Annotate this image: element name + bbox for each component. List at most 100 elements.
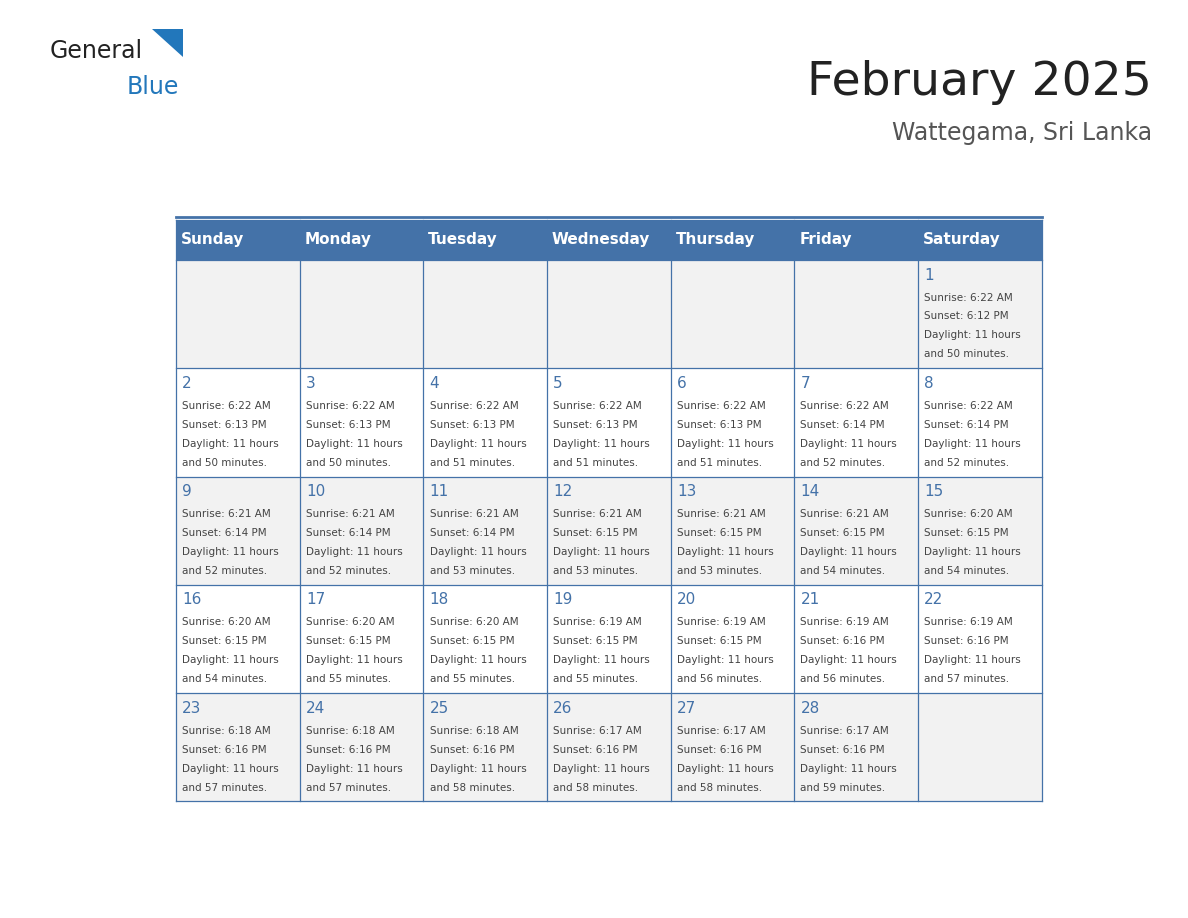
Text: and 59 minutes.: and 59 minutes. [801, 782, 885, 792]
Text: 4: 4 [430, 375, 440, 391]
Text: 6: 6 [677, 375, 687, 391]
Text: Sunrise: 6:21 AM: Sunrise: 6:21 AM [801, 509, 890, 519]
Text: Sunset: 6:13 PM: Sunset: 6:13 PM [430, 420, 514, 430]
Text: and 54 minutes.: and 54 minutes. [801, 565, 885, 576]
Text: and 50 minutes.: and 50 minutes. [182, 458, 267, 467]
Text: Daylight: 11 hours: Daylight: 11 hours [430, 655, 526, 666]
Text: Sunrise: 6:21 AM: Sunrise: 6:21 AM [307, 509, 394, 519]
Text: Daylight: 11 hours: Daylight: 11 hours [307, 655, 403, 666]
Text: Thursday: Thursday [676, 232, 756, 247]
Text: Daylight: 11 hours: Daylight: 11 hours [677, 439, 773, 449]
Text: Sunset: 6:15 PM: Sunset: 6:15 PM [182, 636, 267, 646]
Text: Sunrise: 6:20 AM: Sunrise: 6:20 AM [924, 509, 1012, 519]
Text: Sunset: 6:16 PM: Sunset: 6:16 PM [801, 636, 885, 646]
Text: Sunrise: 6:22 AM: Sunrise: 6:22 AM [801, 401, 890, 410]
Text: and 57 minutes.: and 57 minutes. [182, 782, 267, 792]
Text: Daylight: 11 hours: Daylight: 11 hours [307, 764, 403, 774]
Text: 8: 8 [924, 375, 934, 391]
Text: Daylight: 11 hours: Daylight: 11 hours [554, 764, 650, 774]
Text: Blue: Blue [127, 75, 179, 99]
Text: Sunset: 6:15 PM: Sunset: 6:15 PM [924, 528, 1009, 538]
Text: Tuesday: Tuesday [429, 232, 498, 247]
Text: Sunset: 6:13 PM: Sunset: 6:13 PM [677, 420, 762, 430]
Text: 20: 20 [677, 592, 696, 608]
Text: Sunset: 6:15 PM: Sunset: 6:15 PM [554, 636, 638, 646]
Text: and 54 minutes.: and 54 minutes. [182, 674, 267, 684]
Text: Sunset: 6:14 PM: Sunset: 6:14 PM [924, 420, 1009, 430]
Text: Sunset: 6:16 PM: Sunset: 6:16 PM [307, 744, 391, 755]
Text: Daylight: 11 hours: Daylight: 11 hours [924, 655, 1020, 666]
Text: and 52 minutes.: and 52 minutes. [307, 565, 391, 576]
Text: Daylight: 11 hours: Daylight: 11 hours [801, 655, 897, 666]
Text: 16: 16 [182, 592, 202, 608]
Text: Sunrise: 6:22 AM: Sunrise: 6:22 AM [430, 401, 518, 410]
Text: 12: 12 [554, 484, 573, 499]
Text: Daylight: 11 hours: Daylight: 11 hours [182, 547, 279, 557]
Text: Sunrise: 6:21 AM: Sunrise: 6:21 AM [677, 509, 765, 519]
Text: 18: 18 [430, 592, 449, 608]
Text: Sunset: 6:15 PM: Sunset: 6:15 PM [677, 528, 762, 538]
Text: Sunset: 6:14 PM: Sunset: 6:14 PM [182, 528, 267, 538]
Text: 11: 11 [430, 484, 449, 499]
Text: 14: 14 [801, 484, 820, 499]
Text: Daylight: 11 hours: Daylight: 11 hours [677, 655, 773, 666]
Text: Monday: Monday [304, 232, 372, 247]
Text: Daylight: 11 hours: Daylight: 11 hours [924, 439, 1020, 449]
Text: Daylight: 11 hours: Daylight: 11 hours [430, 764, 526, 774]
Text: Sunset: 6:13 PM: Sunset: 6:13 PM [182, 420, 267, 430]
Text: Sunset: 6:13 PM: Sunset: 6:13 PM [554, 420, 638, 430]
Text: and 55 minutes.: and 55 minutes. [430, 674, 514, 684]
Text: and 55 minutes.: and 55 minutes. [307, 674, 391, 684]
Text: 9: 9 [182, 484, 192, 499]
Text: and 50 minutes.: and 50 minutes. [307, 458, 391, 467]
Text: and 53 minutes.: and 53 minutes. [554, 565, 638, 576]
Text: Daylight: 11 hours: Daylight: 11 hours [307, 547, 403, 557]
Text: 7: 7 [801, 375, 810, 391]
Text: Sunset: 6:16 PM: Sunset: 6:16 PM [182, 744, 267, 755]
Text: 5: 5 [554, 375, 563, 391]
Text: Daylight: 11 hours: Daylight: 11 hours [430, 547, 526, 557]
Text: Wednesday: Wednesday [552, 232, 650, 247]
Text: 23: 23 [182, 700, 202, 716]
Text: and 58 minutes.: and 58 minutes. [677, 782, 762, 792]
Text: and 51 minutes.: and 51 minutes. [677, 458, 762, 467]
Text: Saturday: Saturday [923, 232, 1000, 247]
Text: Sunrise: 6:17 AM: Sunrise: 6:17 AM [677, 725, 765, 735]
Text: Sunrise: 6:22 AM: Sunrise: 6:22 AM [554, 401, 642, 410]
Text: Sunset: 6:16 PM: Sunset: 6:16 PM [924, 636, 1009, 646]
Bar [176, 219, 1042, 260]
Text: and 53 minutes.: and 53 minutes. [430, 565, 514, 576]
Text: Sunset: 6:12 PM: Sunset: 6:12 PM [924, 311, 1009, 321]
Text: Sunrise: 6:22 AM: Sunrise: 6:22 AM [924, 401, 1013, 410]
Text: and 57 minutes.: and 57 minutes. [307, 782, 391, 792]
Text: and 53 minutes.: and 53 minutes. [677, 565, 762, 576]
Text: Sunrise: 6:22 AM: Sunrise: 6:22 AM [307, 401, 394, 410]
Text: Sunset: 6:14 PM: Sunset: 6:14 PM [801, 420, 885, 430]
Text: Daylight: 11 hours: Daylight: 11 hours [430, 439, 526, 449]
Text: Sunrise: 6:22 AM: Sunrise: 6:22 AM [677, 401, 765, 410]
Text: 10: 10 [307, 484, 326, 499]
Text: Daylight: 11 hours: Daylight: 11 hours [677, 547, 773, 557]
Text: and 54 minutes.: and 54 minutes. [924, 565, 1010, 576]
Text: Sunset: 6:13 PM: Sunset: 6:13 PM [307, 420, 391, 430]
Text: 1: 1 [924, 267, 934, 283]
Text: Daylight: 11 hours: Daylight: 11 hours [554, 655, 650, 666]
Text: Sunrise: 6:22 AM: Sunrise: 6:22 AM [924, 293, 1013, 303]
Text: Daylight: 11 hours: Daylight: 11 hours [554, 439, 650, 449]
Text: Sunset: 6:16 PM: Sunset: 6:16 PM [801, 744, 885, 755]
Text: 15: 15 [924, 484, 943, 499]
Text: Sunset: 6:14 PM: Sunset: 6:14 PM [307, 528, 391, 538]
Text: 25: 25 [430, 700, 449, 716]
Text: Sunset: 6:15 PM: Sunset: 6:15 PM [801, 528, 885, 538]
Text: and 52 minutes.: and 52 minutes. [924, 458, 1010, 467]
Text: Daylight: 11 hours: Daylight: 11 hours [677, 764, 773, 774]
Text: and 57 minutes.: and 57 minutes. [924, 674, 1010, 684]
Text: Sunrise: 6:19 AM: Sunrise: 6:19 AM [554, 618, 642, 627]
Bar [176, 693, 1042, 801]
Text: Sunrise: 6:19 AM: Sunrise: 6:19 AM [677, 618, 765, 627]
Bar [176, 585, 1042, 693]
Text: and 51 minutes.: and 51 minutes. [430, 458, 514, 467]
Text: Sunrise: 6:22 AM: Sunrise: 6:22 AM [182, 401, 271, 410]
Text: 24: 24 [307, 700, 326, 716]
Text: 2: 2 [182, 375, 192, 391]
